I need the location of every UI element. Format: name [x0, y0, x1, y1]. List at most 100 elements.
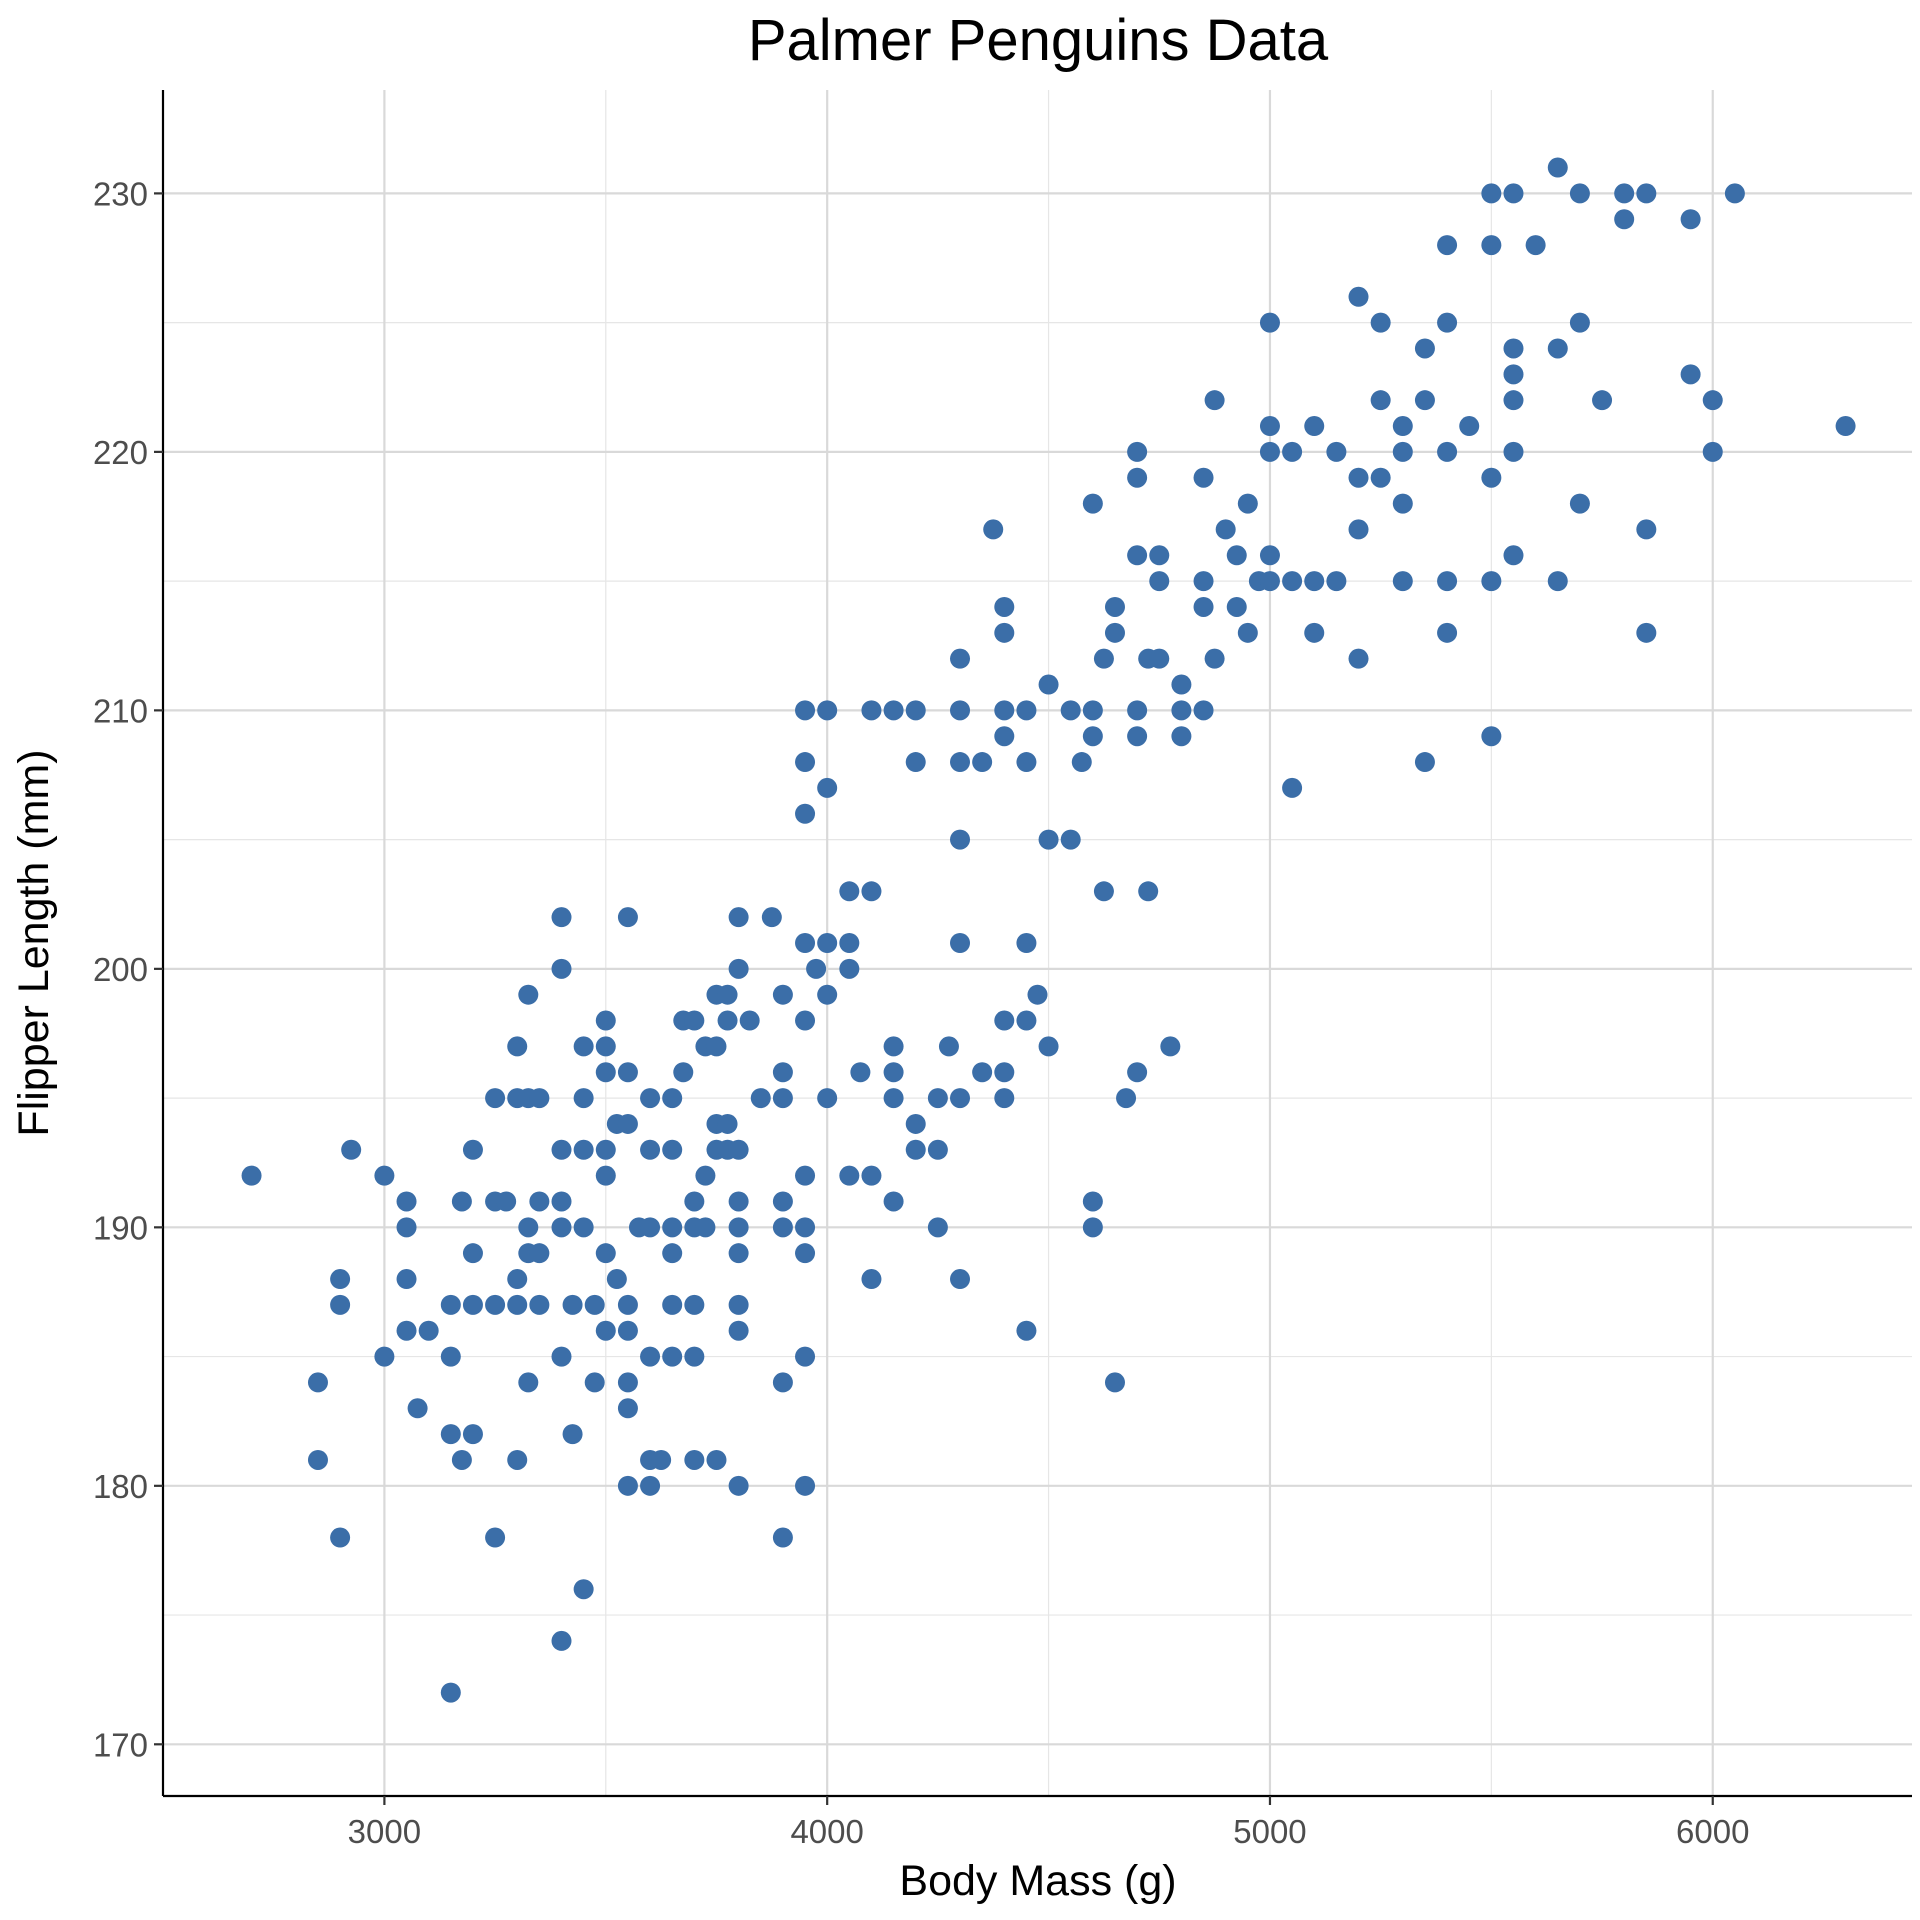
data-point	[595, 1036, 616, 1057]
data-point	[717, 984, 738, 1005]
data-point	[1614, 183, 1635, 204]
data-point	[1226, 596, 1247, 617]
data-point	[972, 1062, 993, 1083]
data-point	[795, 1010, 816, 1031]
data-point	[595, 1010, 616, 1031]
data-point	[1569, 312, 1590, 333]
data-point	[950, 1088, 971, 1109]
data-point	[1082, 1217, 1103, 1238]
data-point	[728, 1475, 749, 1496]
data-point	[1127, 1062, 1148, 1083]
data-point	[617, 1113, 638, 1134]
data-point	[1481, 467, 1502, 488]
data-point	[485, 1527, 506, 1548]
data-point	[307, 1449, 328, 1470]
data-point	[341, 1139, 362, 1160]
data-point	[1104, 622, 1125, 643]
data-point	[241, 1165, 262, 1186]
data-point	[518, 1372, 539, 1393]
data-point	[374, 1346, 395, 1367]
data-point	[1370, 312, 1391, 333]
data-point	[330, 1269, 351, 1290]
data-point	[1038, 674, 1059, 695]
data-point	[507, 1269, 528, 1290]
data-point	[1503, 364, 1524, 385]
data-point	[1636, 622, 1657, 643]
data-point	[817, 700, 838, 721]
data-point	[606, 1269, 627, 1290]
data-point	[1437, 312, 1458, 333]
y-tick-label: 230	[93, 175, 148, 212]
data-point	[1060, 829, 1081, 850]
data-point	[1392, 571, 1413, 592]
data-point	[418, 1320, 439, 1341]
data-point	[1592, 390, 1613, 411]
data-point	[573, 1217, 594, 1238]
data-point	[950, 829, 971, 850]
data-point	[817, 933, 838, 953]
data-point	[617, 1475, 638, 1496]
data-point	[1547, 157, 1568, 178]
data-point	[1304, 622, 1325, 643]
data-point	[1304, 416, 1325, 437]
data-point	[1259, 416, 1280, 437]
data-point	[1348, 467, 1369, 488]
data-point	[440, 1424, 461, 1445]
data-point	[950, 1269, 971, 1290]
data-point	[1414, 390, 1435, 411]
data-point	[706, 1449, 727, 1470]
data-point	[407, 1398, 428, 1419]
data-point	[651, 1449, 672, 1470]
data-point	[1215, 519, 1236, 540]
data-point	[617, 907, 638, 928]
data-point	[795, 1217, 816, 1238]
data-point	[1171, 674, 1192, 695]
y-tick-label: 170	[93, 1726, 148, 1763]
data-point	[772, 1191, 793, 1212]
data-point	[994, 700, 1015, 721]
data-point	[883, 1062, 904, 1083]
data-point	[1116, 1088, 1137, 1109]
x-tick-label: 4000	[790, 1813, 863, 1850]
data-point	[1503, 390, 1524, 411]
data-point	[573, 1036, 594, 1057]
data-point	[994, 726, 1015, 747]
data-point	[684, 1010, 705, 1031]
data-point	[1437, 441, 1458, 462]
data-point	[1149, 571, 1170, 592]
axes: 3000 4000 5000 6000 170 180 190 200 210 220 230	[93, 90, 1912, 1850]
data-point	[795, 1346, 816, 1367]
data-point	[1149, 648, 1170, 669]
data-point	[950, 933, 971, 953]
data-point	[883, 1191, 904, 1212]
data-point	[1414, 338, 1435, 359]
data-point	[839, 1165, 860, 1186]
data-point	[728, 958, 749, 979]
data-point	[1259, 571, 1280, 592]
data-point	[717, 1113, 738, 1134]
data-point	[374, 1165, 395, 1186]
data-point	[595, 1320, 616, 1341]
data-point	[440, 1682, 461, 1703]
data-point	[1237, 622, 1258, 643]
data-point	[562, 1424, 583, 1445]
data-point	[396, 1320, 417, 1341]
data-point	[1702, 441, 1723, 462]
data-point	[1348, 286, 1369, 307]
data-point	[972, 752, 993, 773]
data-point	[1835, 416, 1856, 437]
data-point	[662, 1294, 683, 1315]
data-point	[595, 1062, 616, 1083]
data-point	[1282, 777, 1303, 798]
data-point	[1636, 183, 1657, 204]
data-point	[1636, 519, 1657, 540]
data-point	[1171, 700, 1192, 721]
data-point	[1127, 700, 1148, 721]
data-point	[695, 1217, 716, 1238]
data-point	[795, 933, 816, 953]
data-point	[772, 1062, 793, 1083]
data-point	[1016, 1010, 1037, 1031]
data-point	[1204, 390, 1225, 411]
data-point	[1569, 493, 1590, 514]
